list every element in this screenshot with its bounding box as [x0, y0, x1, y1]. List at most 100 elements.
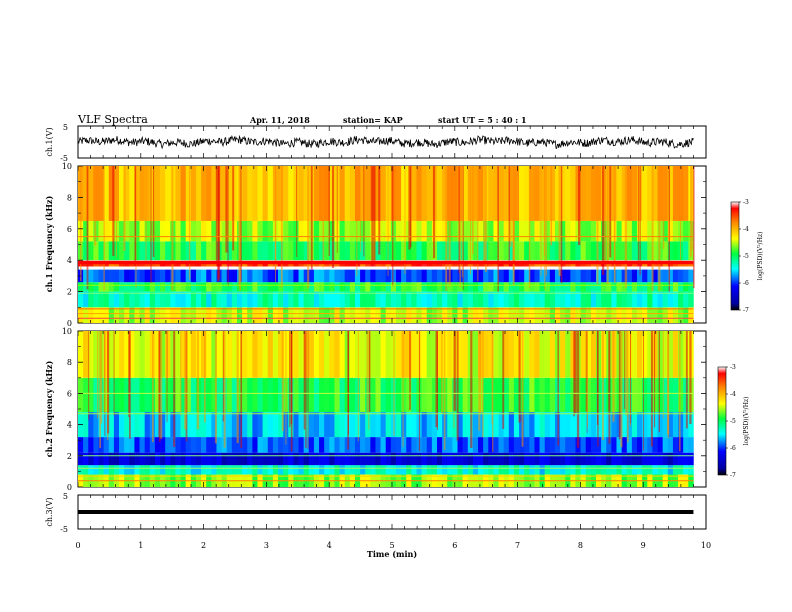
spectrogram-cell	[144, 282, 151, 292]
spectrogram-cell	[667, 291, 674, 308]
spectrogram-cell	[380, 291, 387, 308]
spectrogram-cell	[519, 269, 525, 283]
spectrogram-cell	[360, 241, 366, 261]
spectrogram-cell	[437, 241, 443, 261]
spectrogram-cell	[549, 412, 556, 438]
spectrogram-cell	[478, 437, 484, 453]
spectrogram-cell	[103, 452, 110, 466]
spectrogram-cell	[93, 241, 99, 261]
spectrogram-cell	[119, 465, 125, 475]
spectrogram-cell	[93, 412, 99, 438]
spectrogram-cell	[616, 166, 622, 221]
spectrogram-cell	[226, 269, 233, 283]
spectrogram-cell	[452, 166, 458, 221]
spectrogram-cell	[185, 220, 192, 242]
spectrogram-cell	[134, 269, 140, 283]
spectrogram-cell	[119, 269, 125, 283]
spectrogram-cell	[344, 465, 351, 475]
spectrogram-cell	[339, 437, 345, 453]
spectrogram-cell	[206, 412, 212, 438]
spectrogram-striation	[650, 331, 653, 447]
spectrogram-striation	[626, 331, 629, 443]
spectrogram-striation	[557, 331, 559, 446]
spectrogram-cell	[539, 452, 546, 466]
spectrogram-cell	[498, 465, 504, 475]
spectrogram-cell	[354, 166, 361, 221]
spectrogram-cell	[262, 465, 269, 475]
spectrogram-cell	[98, 437, 104, 453]
spectrogram-cell	[283, 166, 289, 221]
ch1-waveform-panel: 5 -5 ch.1(V)	[45, 123, 707, 163]
spectrogram-cell	[257, 452, 263, 466]
spectrogram-cell	[134, 241, 140, 261]
spectrogram-cell	[83, 377, 89, 413]
spectrogram-cell	[334, 452, 340, 466]
spectrogram-cell	[339, 465, 345, 475]
spectrogram-cell	[380, 377, 387, 413]
spectrogram-cell	[247, 241, 253, 261]
spectrogram-cell	[642, 282, 648, 292]
spectrogram-cell	[560, 166, 566, 221]
spectrogram-cell	[313, 452, 320, 466]
spectrogram-cell	[154, 166, 161, 221]
spectrogram-cell	[411, 166, 417, 221]
spectrogram-cell	[416, 241, 422, 261]
spectrogram-cell	[134, 377, 140, 413]
spectrogram-cell	[637, 437, 643, 453]
spectrogram-striation	[227, 166, 229, 287]
spectrogram-cell	[139, 269, 145, 283]
spectrogram-cell	[421, 377, 428, 413]
spectrogram-cell	[354, 331, 361, 378]
spectrogram-cell	[534, 220, 540, 242]
spectrogram-cell	[390, 437, 397, 453]
spectrogram-cell	[375, 291, 381, 308]
spectrogram-cell	[688, 269, 694, 283]
spectrogram-cell	[390, 269, 397, 283]
spectrogram-cell	[431, 307, 438, 323]
spectrogram-cell	[662, 241, 669, 261]
spectrogram-cell	[657, 307, 663, 323]
y-tick-label: 0	[67, 483, 72, 492]
spectrogram-cell	[139, 412, 145, 438]
spectrogram-cell	[385, 452, 392, 466]
spectrogram-cell	[554, 307, 561, 323]
spectrogram-cell	[421, 437, 428, 453]
spectrogram-cell	[134, 452, 140, 466]
spectrogram-striation	[618, 331, 621, 440]
spectrogram-striation	[290, 331, 293, 425]
spectrogram-cell	[139, 282, 145, 292]
spectrogram-cell	[308, 412, 315, 438]
spectrogram-cell	[626, 465, 633, 475]
spectrogram-cell	[360, 220, 366, 242]
spectrogram-cell	[585, 377, 592, 413]
spectrogram-cell	[139, 220, 145, 242]
spectrogram-striation	[668, 166, 670, 292]
spectrogram-cell	[129, 412, 135, 438]
spectrogram-cell	[221, 307, 228, 323]
spectrogram-cell	[360, 166, 366, 221]
spectrogram-cell	[236, 437, 243, 453]
spectrogram-cell	[242, 452, 248, 466]
spectrogram-cell	[631, 307, 638, 323]
spectrogram-cell	[190, 412, 197, 438]
spectrogram-cell	[216, 282, 222, 292]
spectrogram-cell	[560, 377, 566, 413]
spectrogram-cell	[88, 269, 94, 283]
spectrogram-cell	[472, 437, 479, 453]
spectrogram-cell	[549, 452, 556, 466]
spectrogram-striation	[402, 331, 404, 448]
spectrogram-cell	[488, 282, 494, 292]
spectrogram-cell	[478, 452, 484, 466]
spectrogram-cell	[498, 377, 504, 413]
spectrogram-cell	[344, 452, 351, 466]
spectrogram-cell	[647, 437, 653, 453]
spectrogram-cell	[513, 307, 520, 323]
spectrogram-cell	[411, 377, 417, 413]
spectrogram-cell	[683, 465, 689, 475]
spectrogram-cell	[683, 331, 689, 378]
spectrogram-cell	[462, 452, 469, 466]
spectrogram-cell	[647, 220, 653, 242]
spectrogram-cell	[601, 291, 607, 308]
spectrogram-cell	[524, 291, 530, 308]
spectrogram-cell	[267, 307, 274, 323]
